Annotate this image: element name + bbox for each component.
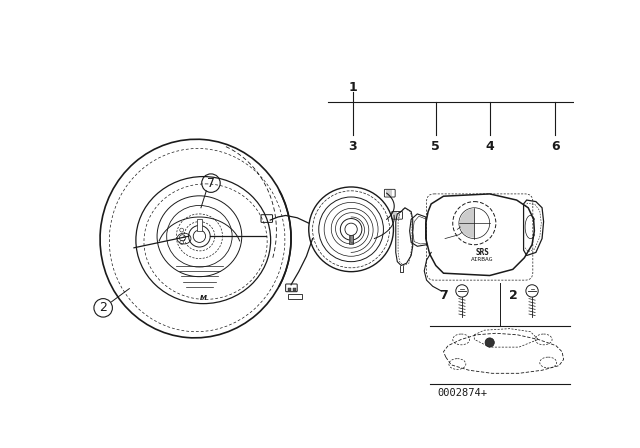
- Bar: [197, 220, 202, 231]
- Polygon shape: [460, 223, 474, 237]
- Bar: [293, 288, 296, 291]
- Text: 7: 7: [207, 177, 215, 190]
- Text: AIRBAG: AIRBAG: [471, 257, 493, 262]
- Text: 1: 1: [348, 81, 357, 94]
- Text: 4: 4: [485, 140, 494, 153]
- Circle shape: [485, 338, 494, 347]
- Text: 7: 7: [439, 289, 448, 302]
- Text: SRS: SRS: [475, 248, 489, 257]
- Polygon shape: [349, 236, 353, 241]
- Bar: [349, 235, 353, 244]
- Text: 0002874+: 0002874+: [437, 388, 487, 398]
- Bar: [288, 288, 291, 291]
- Text: 3: 3: [348, 140, 357, 153]
- Text: 5: 5: [431, 140, 440, 153]
- Text: 2: 2: [509, 289, 518, 302]
- Bar: [288, 294, 302, 299]
- Text: M: M: [200, 295, 207, 301]
- Text: 2: 2: [99, 302, 107, 314]
- Text: 6: 6: [551, 140, 559, 153]
- Polygon shape: [460, 209, 474, 223]
